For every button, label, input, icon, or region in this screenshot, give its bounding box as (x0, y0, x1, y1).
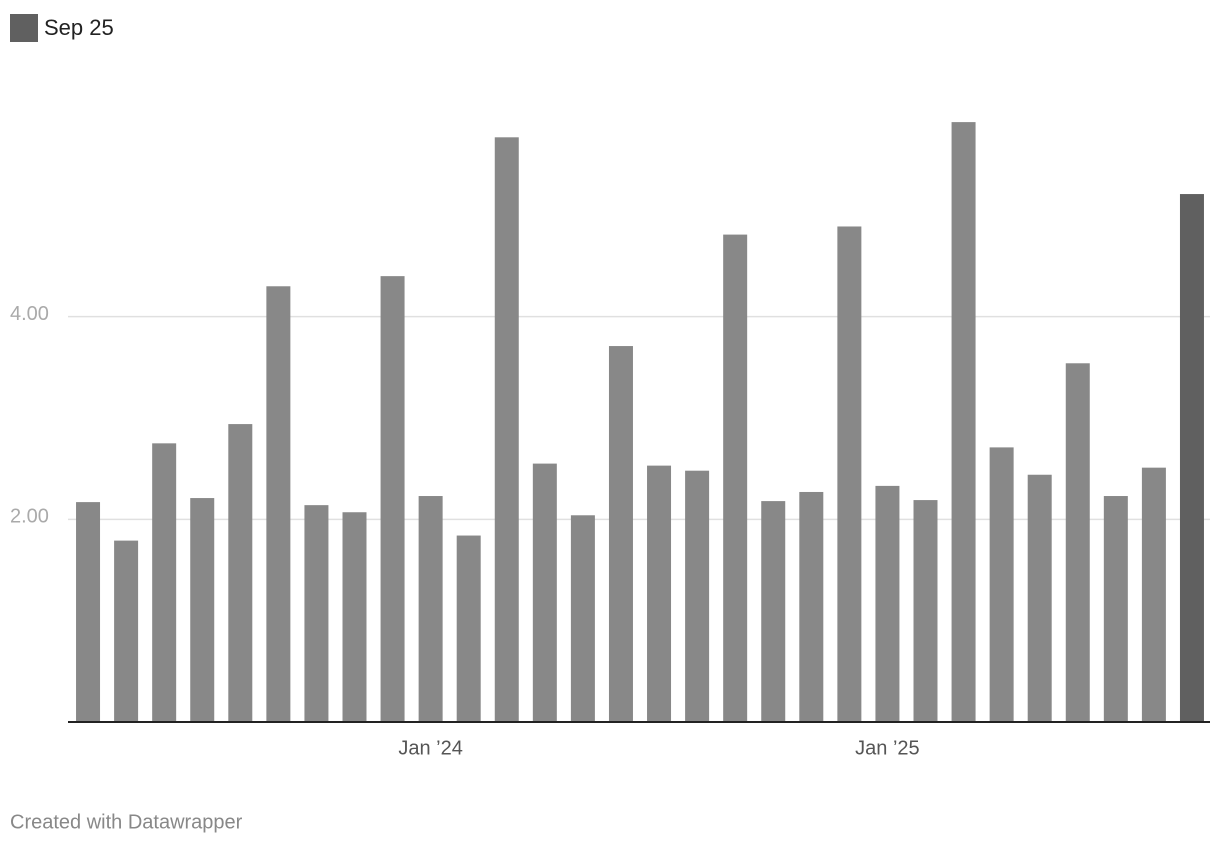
y-tick-label: 2.00 (10, 506, 49, 528)
bar (152, 443, 177, 722)
bar (989, 447, 1014, 722)
bar (266, 286, 291, 722)
y-tick-label: 4.00 (10, 303, 49, 325)
bar (1141, 467, 1166, 722)
bar (190, 498, 215, 722)
bar (342, 512, 367, 722)
bar (1027, 474, 1052, 722)
bar (951, 122, 976, 722)
legend-swatch (10, 14, 38, 42)
bar (875, 485, 900, 722)
bar (608, 346, 633, 722)
bar (418, 496, 443, 722)
x-tick-label: Jan ’25 (855, 737, 920, 759)
bar (913, 500, 938, 722)
bar (570, 515, 595, 722)
bar (761, 501, 786, 722)
bar (76, 502, 101, 722)
bar (685, 470, 710, 722)
bar (380, 276, 405, 722)
bar (304, 505, 329, 722)
legend-label: Sep 25 (44, 15, 114, 40)
footer: Created with Datawrapper (10, 811, 243, 833)
bar (228, 424, 253, 722)
x-tick-label: Jan ’24 (398, 737, 463, 759)
bar (647, 465, 672, 722)
bar (532, 463, 557, 722)
bar (1179, 194, 1204, 722)
bar (723, 234, 748, 722)
bar (456, 535, 481, 722)
bar (494, 137, 519, 723)
bar (1065, 363, 1090, 722)
bar (1103, 496, 1128, 722)
bar (799, 491, 824, 722)
bar (837, 226, 862, 723)
bar (114, 540, 139, 722)
